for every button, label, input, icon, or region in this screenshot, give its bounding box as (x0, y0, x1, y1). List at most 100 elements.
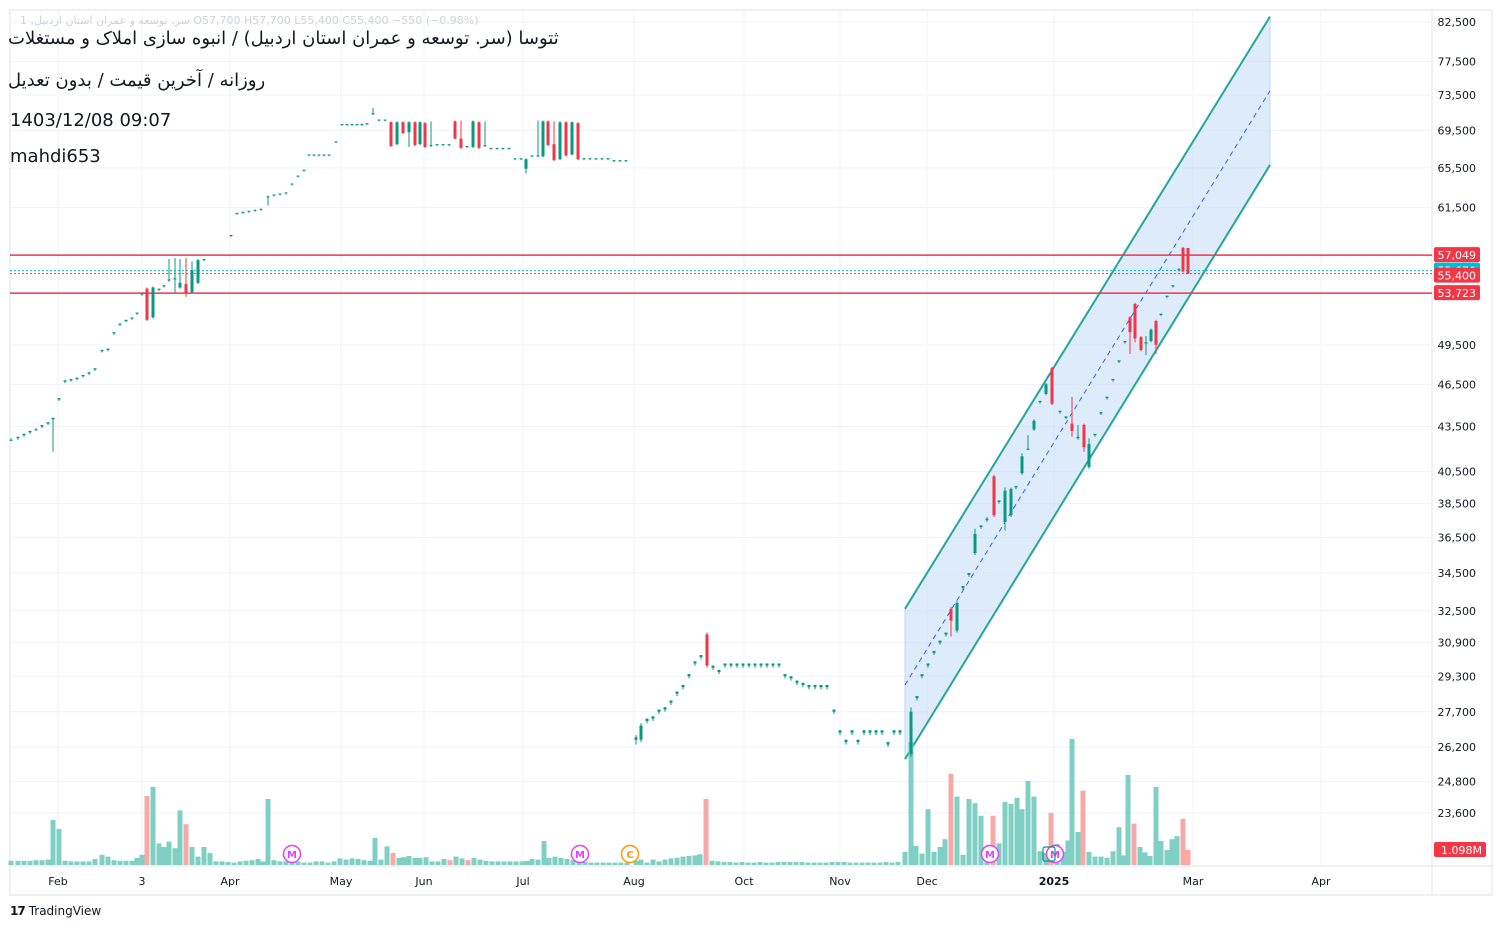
volume-bar (1142, 852, 1148, 865)
candle-body (418, 122, 422, 145)
y-tick-label: 65,500 (1438, 162, 1477, 175)
candle-body (16, 436, 20, 439)
volume-bar (733, 862, 739, 865)
candle-body (753, 663, 757, 666)
event-marker-icon (620, 844, 640, 864)
volume-bar (715, 861, 721, 865)
candle-body (898, 730, 902, 733)
volume-bar (1137, 847, 1143, 865)
volume-bar (727, 862, 733, 865)
channel-upper-line (904, 16, 1271, 610)
volume-bar (751, 862, 757, 865)
volume-bar (477, 859, 483, 865)
volume-bar (62, 860, 68, 865)
volume-bar (763, 862, 769, 865)
volume-bar (871, 862, 877, 865)
volume-bar (1008, 803, 1014, 865)
y-tick-label: 27,700 (1438, 706, 1477, 719)
volume-bar (588, 862, 594, 865)
candle-body (783, 674, 787, 677)
volume-bar (367, 860, 373, 865)
y-tick-label: 30,900 (1438, 637, 1477, 650)
volume-bar (925, 809, 931, 865)
candle-body (247, 210, 251, 212)
volume-bar (1069, 739, 1075, 865)
candle-body (196, 260, 200, 283)
candle-body (657, 709, 661, 712)
volume-bar (1098, 856, 1104, 865)
chart-author: mahdi653 (10, 146, 101, 167)
volume-bar (349, 858, 355, 865)
volume-bar (513, 861, 519, 865)
candle-body (151, 287, 155, 318)
candle-body (307, 154, 311, 156)
volume-bar (686, 856, 692, 865)
candle-body (501, 147, 505, 149)
volume-bar (277, 861, 283, 865)
y-tick-label: 69,500 (1438, 124, 1477, 137)
volume-bar (644, 862, 650, 865)
candle-body (564, 122, 568, 156)
candle-body (1186, 247, 1190, 274)
candle-body (979, 525, 983, 528)
candle-body (340, 124, 344, 126)
candle-body (771, 663, 775, 666)
candle-body (447, 144, 451, 146)
candle-body (807, 684, 811, 688)
event-marker-letter: C (626, 850, 633, 861)
volume-bar (92, 859, 98, 865)
candle-body (93, 368, 97, 370)
volume-bar (908, 742, 914, 865)
candle-body (1087, 444, 1091, 468)
volume-bar (966, 799, 972, 865)
candle-body (594, 158, 598, 160)
volume-bar (378, 859, 384, 865)
candle-body (541, 121, 545, 157)
candle-body (46, 422, 50, 424)
candle-body (63, 380, 67, 382)
volume-bar (39, 860, 45, 865)
volume-label-box (1434, 842, 1486, 857)
volume-bar (668, 858, 674, 865)
volume-bar (337, 858, 343, 865)
volume-bar (80, 861, 86, 865)
candle-body (296, 175, 300, 177)
volume-bar (237, 861, 243, 865)
volume-bar (260, 861, 266, 865)
y-tick-label: 43,500 (1438, 421, 1477, 434)
chart-subtitle: روزانه / آخرین قیمت / بدون تعدیل (8, 70, 266, 91)
x-tick-label: Dec (916, 875, 937, 888)
branding[interactable]: 𝟭𝟳 TradingView (10, 904, 101, 918)
candle-body (360, 124, 364, 126)
candle-body (624, 160, 628, 162)
candle-body (345, 124, 349, 126)
volume-bar (883, 862, 889, 865)
candle-body (524, 159, 528, 169)
candle-body (124, 319, 128, 322)
y-tick-label: 23,600 (1438, 807, 1477, 820)
candle-body (832, 709, 836, 712)
candle-body (57, 398, 61, 400)
volume-bar (703, 799, 709, 865)
candle-body (190, 270, 194, 293)
volume-bar (1104, 857, 1110, 865)
candle-body (145, 288, 149, 320)
candle-body (9, 439, 13, 441)
candle-body (441, 144, 445, 146)
candle-body (612, 160, 616, 162)
x-tick-label: Apr (220, 875, 240, 888)
volume-bar (942, 839, 948, 865)
volume-bar (313, 861, 319, 865)
candle-body (371, 113, 375, 115)
candle-body (926, 663, 930, 666)
volume-bar (739, 862, 745, 865)
volume-bar (1075, 832, 1081, 865)
event-marker-letter: M (575, 850, 585, 861)
volume-bar (15, 860, 21, 865)
volume-bar (829, 862, 835, 865)
candle-body (949, 608, 953, 621)
candle-body (663, 707, 667, 710)
candle-body (184, 284, 188, 294)
volume-bar (283, 861, 289, 865)
